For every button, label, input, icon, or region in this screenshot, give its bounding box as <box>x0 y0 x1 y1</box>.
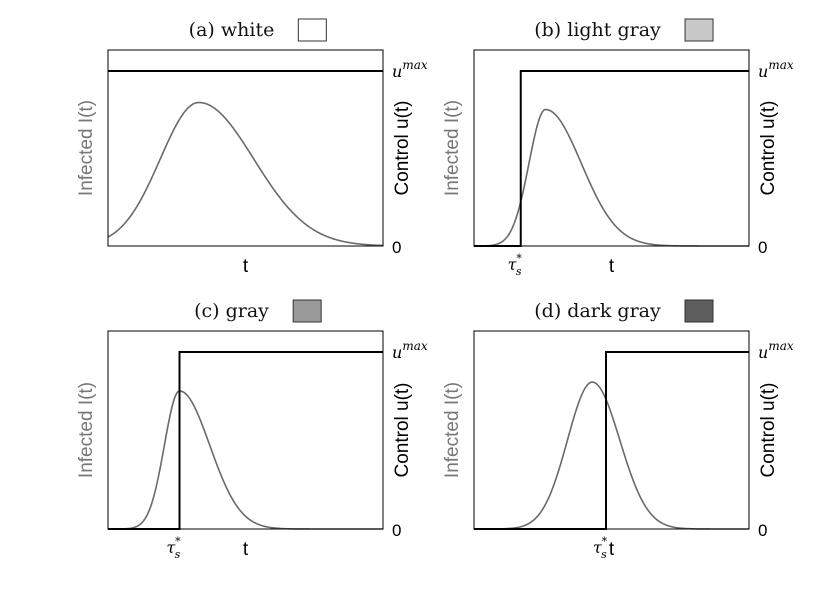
xlabel: t <box>243 539 249 560</box>
infected-curve <box>473 108 749 247</box>
switch-time-label: τ* s <box>508 252 523 278</box>
panel-title: (c) gray <box>194 300 269 322</box>
ylabel-infected: Infected I(t) <box>442 382 463 478</box>
panel-title: (a) white <box>189 19 275 41</box>
tau-subscript: s <box>516 265 522 278</box>
umax-tick: umax <box>758 58 794 81</box>
switch-time-label: τ* s <box>166 535 181 561</box>
umax-tick: umax <box>758 339 794 362</box>
tau-superscript: * <box>602 535 608 548</box>
umax-base: u <box>758 343 768 362</box>
axes-frame <box>107 330 384 530</box>
tau-superscript: * <box>516 252 522 265</box>
switch-time-label: τ* s <box>593 535 608 561</box>
xlabel: t <box>243 256 249 277</box>
infected-curve <box>107 101 384 247</box>
xlabel: t <box>609 256 615 277</box>
umax-tick: umax <box>392 339 428 362</box>
tau-subscript: s <box>601 548 607 561</box>
zero-tick: 0 <box>392 238 401 257</box>
umax-base: u <box>392 343 402 362</box>
umax-superscript: max <box>768 339 794 353</box>
axes-frame <box>107 49 384 247</box>
panel-b: (b) light gray Infected I(t) Control u(t) u… <box>442 18 794 278</box>
zero-tick: 0 <box>758 521 767 540</box>
zero-tick: 0 <box>758 238 767 257</box>
ylabel-control: Control u(t) <box>392 382 413 477</box>
zero-tick: 0 <box>392 521 401 540</box>
panel-a: (a) white Infected I(t) Control u(t) umax 0 t <box>76 18 428 277</box>
panel-c: (c) gray Infected I(t) Control u(t) umax 0 t τ… <box>76 299 428 561</box>
ylabel-infected: Infected I(t) <box>76 100 97 196</box>
tau-base: τ <box>166 538 176 557</box>
control-line <box>474 351 749 530</box>
ylabel-control: Control u(t) <box>392 100 413 195</box>
tau-base: τ <box>593 538 603 557</box>
color-swatch <box>684 18 714 42</box>
umax-tick: umax <box>392 58 428 81</box>
panel-title: (d) dark gray <box>534 300 661 322</box>
xlabel: t <box>609 539 615 560</box>
ylabel-control: Control u(t) <box>758 382 779 477</box>
ylabel-infected: Infected I(t) <box>76 382 97 478</box>
umax-superscript: max <box>402 58 428 72</box>
color-swatch <box>297 18 327 42</box>
umax-base: u <box>392 62 402 81</box>
umax-superscript: max <box>402 339 428 353</box>
color-swatch <box>684 299 714 323</box>
axes-frame <box>473 330 750 530</box>
umax-base: u <box>758 62 768 81</box>
tau-base: τ <box>508 255 518 274</box>
ylabel-infected: Infected I(t) <box>442 100 463 196</box>
ylabel-control: Control u(t) <box>758 100 779 195</box>
infected-curve <box>108 390 383 530</box>
infected-curve <box>474 381 749 530</box>
panel-d: (d) dark gray Infected I(t) Control u(t) um… <box>442 299 794 561</box>
tau-subscript: s <box>175 548 181 561</box>
axes-frame <box>473 49 750 247</box>
panel-title: (b) light gray <box>534 19 661 41</box>
control-line <box>108 351 383 530</box>
color-swatch <box>292 299 322 323</box>
umax-superscript: max <box>768 58 794 72</box>
tau-superscript: * <box>175 535 181 548</box>
